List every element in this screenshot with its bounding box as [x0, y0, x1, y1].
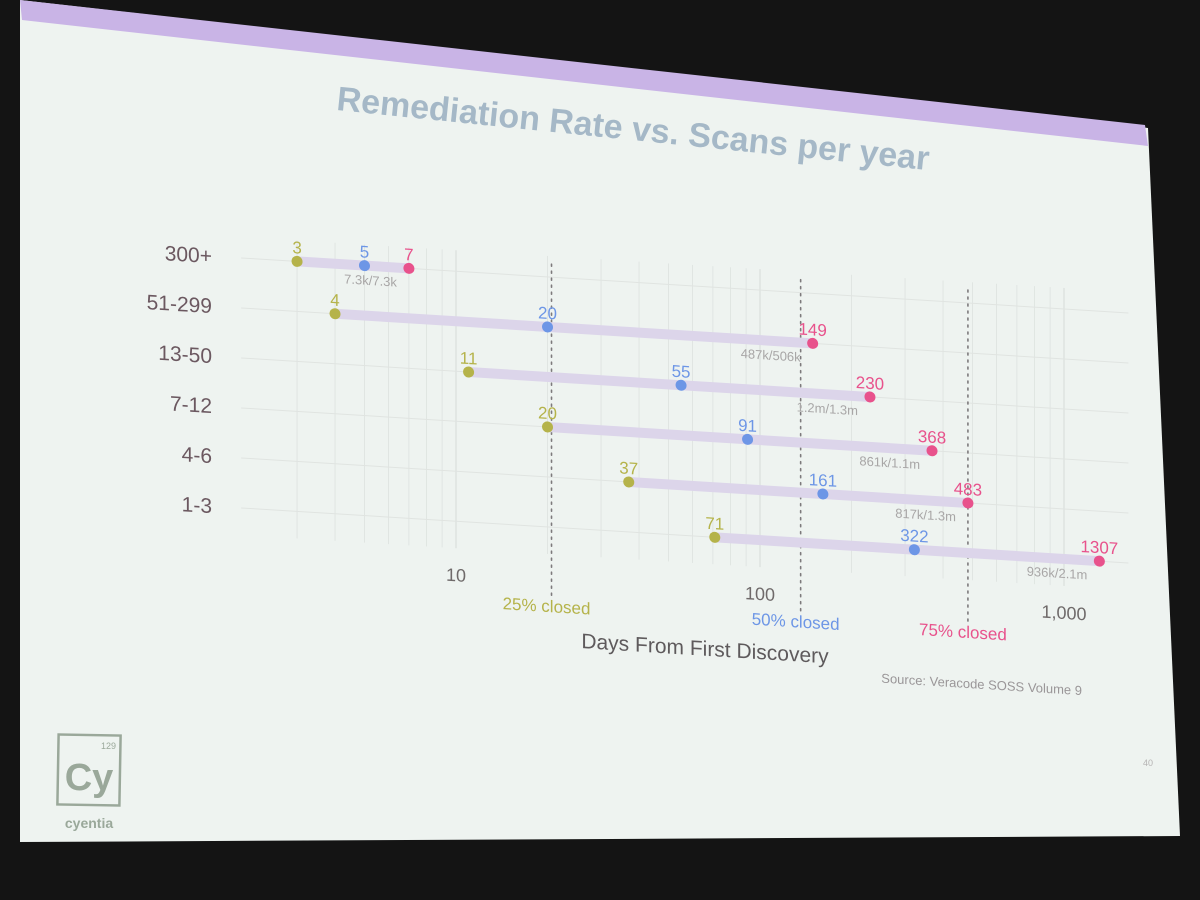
q75-point [926, 445, 938, 457]
q75-value-label: 230 [856, 373, 884, 394]
row-label: 51-299 [147, 291, 212, 318]
range-bar [542, 421, 938, 456]
x-tick-label: 10 [446, 565, 466, 586]
grid [241, 240, 1129, 587]
q25-point [329, 308, 341, 320]
q50-value-label: 55 [672, 362, 691, 382]
q75-point [807, 337, 819, 349]
slide-background [20, 0, 1180, 842]
q75-value-label: 7 [404, 245, 413, 265]
q50-point [742, 433, 754, 445]
q50-value-label: 161 [809, 470, 837, 491]
q25-point [291, 255, 303, 267]
q50-value-label: 322 [900, 526, 928, 547]
slide-top-band [20, 0, 1148, 146]
data-labels: 3 5 7 7.3k/7.3k 4 20 149 487k/506k 11 55 230 1.2m/1… [292, 238, 1118, 583]
q75-value-label: 149 [798, 320, 826, 341]
q75-value-label: 1307 [1080, 537, 1118, 558]
q50-point [908, 544, 920, 556]
cyentia-logo: 129 Cy cyentia [56, 733, 122, 831]
closed-count-label: 936k/2.1m [1027, 564, 1088, 583]
x-tick-labels: 10 100 1,000 [446, 565, 1087, 625]
closed-count-label: 7.3k/7.3k [344, 271, 397, 289]
q50-value-label: 91 [738, 416, 757, 436]
q25-value-label: 71 [705, 514, 724, 534]
q25-value-label: 4 [330, 290, 339, 310]
row-labels: 300+ 51-299 13-50 7-12 4-6 1-3 [147, 242, 212, 518]
logo-box [56, 733, 122, 807]
q50-value-label: 20 [538, 303, 557, 323]
q25-point [463, 366, 475, 378]
data-points [291, 255, 1105, 567]
q50-point [675, 379, 687, 391]
row-label: 4-6 [182, 443, 212, 468]
range-bar [330, 308, 818, 349]
x-tick-label: 100 [745, 583, 775, 605]
row-label: 7-12 [170, 393, 212, 419]
q25-value-label: 11 [460, 349, 478, 369]
logo-number: 129 [101, 741, 116, 751]
q25-value-label: 3 [292, 238, 301, 258]
row-label: 13-50 [158, 342, 212, 368]
logo-name: cyentia [65, 815, 113, 831]
q75-point [864, 391, 876, 403]
closed-count-label: 487k/506k [741, 346, 801, 365]
q25-point [542, 421, 554, 433]
range-bar [709, 532, 1105, 567]
q75-point [1093, 555, 1105, 567]
x-tick-label: 1,000 [1041, 602, 1086, 625]
range-bar [292, 256, 414, 274]
row-label: 300+ [165, 242, 212, 268]
q50-point [817, 488, 829, 500]
q75-value-label: 368 [918, 427, 946, 448]
q50-value-label: 5 [360, 242, 369, 262]
range-bar [463, 367, 875, 402]
logo-symbol: Cy [65, 757, 114, 799]
q25-value-label: 37 [619, 458, 638, 478]
q50-point [358, 260, 370, 272]
q25-point [709, 531, 721, 543]
range-bars [292, 256, 1105, 567]
q25-point [623, 476, 635, 488]
q75-point [403, 262, 415, 274]
closed-count-label: 1.2m/1.3m [797, 399, 858, 418]
q75-point [962, 497, 974, 509]
page-number: 40 [1143, 758, 1153, 768]
q25-value-label: 20 [538, 403, 557, 423]
closed-count-label: 861k/1.1m [859, 453, 920, 472]
row-label: 1-3 [182, 493, 212, 518]
q50-point [542, 321, 554, 333]
range-bar [623, 476, 973, 509]
q75-value-label: 483 [954, 479, 982, 500]
closed-count-label: 817k/1.3m [895, 506, 956, 525]
